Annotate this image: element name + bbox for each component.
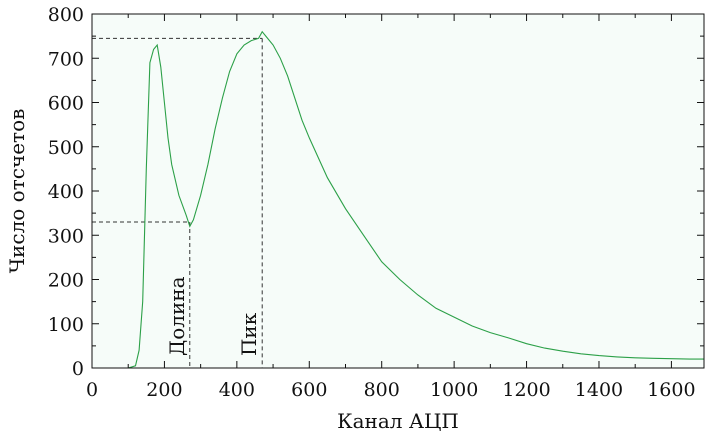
y-tick-label: 400 bbox=[48, 181, 84, 203]
x-tick-label: 0 bbox=[86, 379, 98, 401]
y-tick-label: 300 bbox=[48, 225, 84, 247]
y-tick-label: 800 bbox=[48, 4, 84, 26]
y-axis-title: Число отсчетов bbox=[5, 109, 29, 274]
plot-area bbox=[92, 14, 704, 368]
axis-ticks bbox=[91, 13, 704, 369]
x-tick-label: 400 bbox=[219, 379, 255, 401]
y-tick-label: 0 bbox=[72, 358, 84, 380]
x-tick-label: 1600 bbox=[647, 379, 695, 401]
y-tick-label: 200 bbox=[48, 270, 84, 292]
y-tick-label: 500 bbox=[48, 137, 84, 159]
y-tick-label: 600 bbox=[48, 93, 84, 115]
y-tick-label: 700 bbox=[48, 48, 84, 70]
annotation-label: Долина bbox=[165, 276, 189, 356]
annotation-label: Пик bbox=[237, 312, 261, 356]
x-axis-title: Канал АЦП bbox=[337, 409, 459, 433]
annotations: Долина Пик bbox=[165, 276, 261, 356]
y-tick-label: 100 bbox=[48, 314, 84, 336]
x-tick-label: 800 bbox=[364, 379, 400, 401]
x-tick-label: 200 bbox=[146, 379, 182, 401]
x-tick-label: 600 bbox=[291, 379, 327, 401]
reference-lines bbox=[92, 37, 263, 368]
x-tick-label: 1400 bbox=[575, 379, 623, 401]
x-tick-label: 1200 bbox=[502, 379, 550, 401]
series-line bbox=[92, 30, 704, 369]
x-tick-label: 1000 bbox=[430, 379, 478, 401]
axis-tick-labels: 0 200 400 600 800 1000 1200 1400 1600 0 100 200 300 4… bbox=[48, 4, 696, 401]
